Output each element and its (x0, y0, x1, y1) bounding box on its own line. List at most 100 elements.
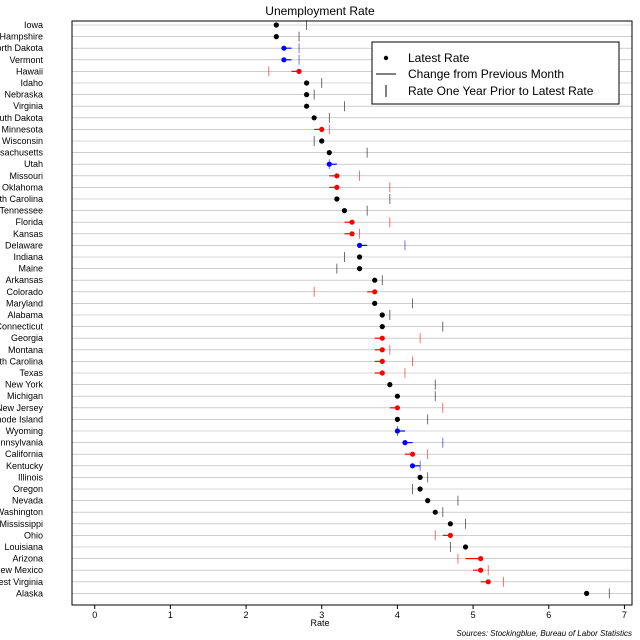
latest-rate-point (409, 451, 416, 457)
x-tick-label: 6 (546, 610, 551, 620)
legend-box (371, 41, 620, 105)
state-label: Indiana (13, 252, 43, 262)
state-label: Michigan (7, 391, 43, 401)
state-label: Oregon (13, 484, 43, 494)
latest-rate-point (379, 370, 385, 376)
state-label: North Carolina (0, 356, 43, 366)
legend-dot-icon (383, 55, 389, 61)
state-label: Georgia (11, 333, 43, 343)
latest-rate-point (296, 68, 302, 74)
state-label: Maryland (6, 298, 43, 308)
legend: Latest Rate Change from Previous Month R… (371, 41, 620, 105)
state-label: Kansas (13, 229, 44, 239)
state-label: Utah (24, 159, 43, 169)
state-label: Connecticut (0, 322, 43, 332)
state-label: Tennessee (0, 206, 43, 216)
latest-rate-point (281, 45, 287, 51)
x-tick-label: 0 (92, 610, 97, 620)
latest-rate-point (432, 509, 438, 515)
state-label: Vermont (9, 55, 43, 65)
latest-rate-point (379, 312, 385, 318)
state-label: South Dakota (0, 113, 43, 123)
legend-label-change: Change from Previous Month (408, 67, 564, 81)
latest-rate-point (341, 208, 348, 214)
state-label: New York (5, 380, 44, 390)
latest-rate-point (319, 138, 325, 144)
latest-rate-point (334, 196, 340, 202)
x-tick-label: 5 (471, 610, 476, 620)
chart-title: Unemployment Rate (265, 4, 375, 18)
legend-label-year-prior: Rate One Year Prior to Latest Rate (408, 84, 594, 98)
state-label: West Virginia (0, 577, 43, 587)
plot-area (71, 20, 633, 606)
state-label: Rhode Island (0, 414, 43, 424)
state-label: Arizona (12, 554, 43, 564)
latest-rate-point (349, 231, 355, 237)
state-label: North Dakota (0, 43, 43, 53)
state-label: New Hampshire (0, 32, 43, 42)
latest-rate-point (417, 486, 423, 492)
latest-rate-point (478, 567, 484, 573)
state-label: Kentucky (6, 461, 44, 471)
state-label: Nevada (12, 496, 43, 506)
state-label: Colorado (6, 287, 43, 297)
state-label: Minnesota (1, 124, 43, 134)
state-label: Delaware (5, 240, 43, 250)
latest-rate-point (394, 428, 401, 434)
state-label: Texas (19, 368, 43, 378)
latest-rate-point (379, 335, 385, 341)
state-label: Montana (8, 345, 43, 355)
latest-rate-point (485, 579, 491, 585)
x-tick-label: 4 (395, 610, 400, 620)
latest-rate-point (326, 150, 332, 156)
x-tick-label: 2 (244, 610, 249, 620)
state-label: Hawaii (16, 66, 43, 76)
latest-rate-point (349, 219, 355, 225)
state-label: Oklahoma (2, 182, 43, 192)
latest-rate-point (478, 556, 484, 562)
x-tick-label: 1 (168, 610, 173, 620)
state-label: Virginia (13, 101, 43, 111)
x-axis: 0 1 2 3 4 5 6 7 (92, 605, 627, 620)
latest-rate-point (462, 544, 469, 550)
latest-rate-point (394, 405, 401, 411)
state-label: Ohio (24, 530, 43, 540)
latest-rate-point (273, 22, 279, 28)
latest-rate-point (394, 416, 401, 422)
state-label: Wisconsin (2, 136, 43, 146)
latest-rate-point (379, 358, 385, 364)
state-label: Illinois (18, 472, 44, 482)
latest-rate-point (447, 521, 453, 527)
state-label: New Mexico (0, 565, 43, 575)
latest-rate-point (334, 173, 340, 179)
latest-rate-point (372, 277, 378, 283)
state-label: Nebraska (4, 90, 43, 100)
state-label: New Jersey (0, 403, 43, 413)
latest-rate-point (425, 498, 431, 504)
state-label: Alabama (7, 310, 43, 320)
state-label: Florida (15, 217, 43, 227)
legend-label-latest: Latest Rate (408, 51, 470, 65)
latest-rate-point (334, 184, 340, 190)
latest-rate-point (387, 382, 393, 388)
state-label: Louisiana (4, 542, 43, 552)
latest-rate-point (583, 590, 590, 597)
state-label: Missouri (9, 171, 43, 181)
grid-lines (72, 24, 632, 594)
state-label: Iowa (24, 20, 43, 30)
state-label: Wyoming (6, 426, 43, 436)
state-label: Arkansas (5, 275, 43, 285)
x-tick-label: 7 (622, 610, 627, 620)
state-label: Alaska (16, 588, 43, 598)
latest-rate-point (303, 92, 310, 98)
latest-rate-point (447, 532, 453, 539)
latest-rate-point (379, 347, 385, 353)
latest-rate-point (326, 161, 332, 167)
x-axis-label: Rate (310, 618, 329, 628)
state-label: Mississippi (0, 519, 43, 529)
latest-rate-point (319, 126, 325, 132)
latest-rate-point (372, 300, 378, 306)
source-note: Sources: Stockingblue, Bureau of Labor S… (456, 629, 632, 638)
state-labels: Iowa New HampshireNorth Dakota VermontHawa… (0, 20, 43, 598)
